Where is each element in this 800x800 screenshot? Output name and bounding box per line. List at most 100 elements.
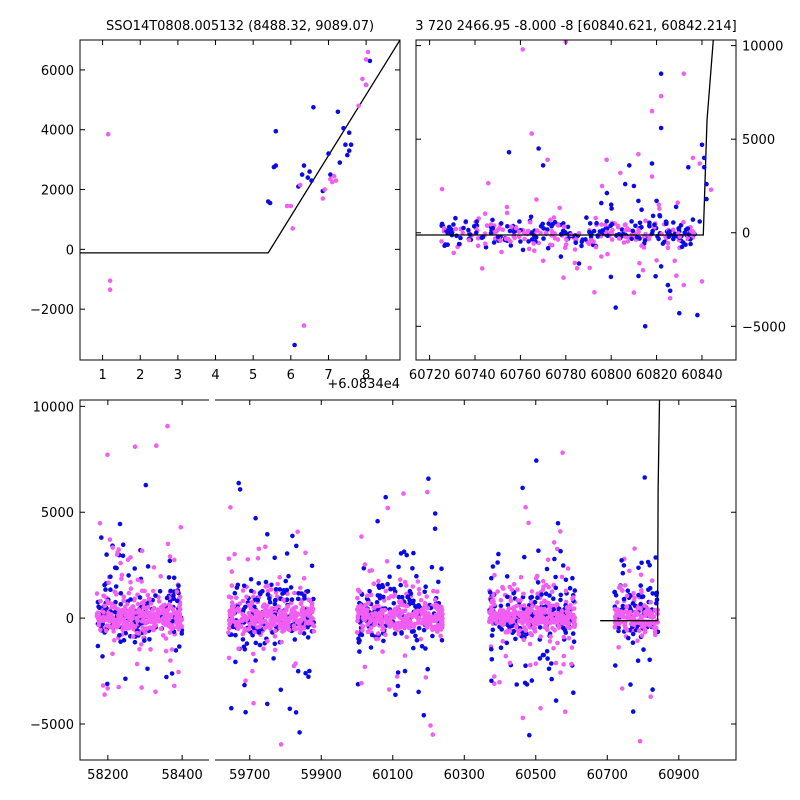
data-point (171, 575, 177, 581)
model-line (600, 400, 661, 622)
data-point (257, 620, 263, 625)
data-point (165, 541, 171, 547)
data-point (295, 529, 300, 535)
data-point (105, 131, 111, 137)
data-point (569, 661, 574, 667)
data-point (624, 604, 630, 610)
data-point (277, 587, 283, 592)
data-point (503, 653, 509, 659)
data-point (447, 228, 453, 234)
data-point (265, 532, 270, 537)
data-point (512, 609, 518, 614)
data-point (275, 581, 281, 587)
y-tick-label: 2000 (41, 184, 74, 199)
data-point (111, 629, 116, 634)
data-point (246, 614, 252, 620)
data-point (235, 626, 241, 631)
data-point (368, 625, 374, 630)
data-point (620, 614, 625, 620)
data-point (640, 620, 645, 626)
data-point (604, 218, 609, 224)
data-point (667, 288, 673, 294)
data-point (100, 683, 106, 688)
data-point (132, 566, 137, 571)
data-point (419, 644, 425, 649)
data-point (251, 621, 257, 627)
data-point (155, 615, 161, 621)
data-point (548, 634, 553, 639)
data-point (123, 630, 128, 636)
data-point (273, 163, 279, 168)
data-point (524, 609, 530, 614)
data-point (498, 221, 504, 226)
data-point (428, 616, 433, 621)
data-point (515, 587, 520, 592)
data-point (305, 175, 311, 180)
data-point (422, 609, 428, 615)
zoom-axes-frame (79, 39, 401, 361)
data-point (631, 591, 636, 596)
data-point (504, 204, 510, 210)
data-point (173, 648, 179, 653)
data-point (521, 603, 527, 608)
data-point (117, 521, 123, 527)
x-tick-label: 60900 (658, 768, 699, 783)
data-point (411, 550, 416, 556)
data-point (537, 656, 543, 661)
data-point (620, 570, 626, 576)
data-point (500, 638, 506, 644)
data-point (635, 638, 640, 643)
data-point (151, 627, 156, 633)
data-point (629, 219, 634, 224)
data-point (373, 636, 379, 642)
data-point (504, 617, 510, 623)
data-point (110, 545, 115, 550)
data-point (139, 610, 144, 615)
data-point (407, 621, 413, 627)
data-point (456, 241, 462, 247)
data-point (274, 594, 280, 600)
data-point (540, 163, 546, 168)
data-point (556, 223, 561, 228)
data-point (356, 610, 361, 615)
data-point (346, 130, 352, 135)
data-point (416, 591, 422, 597)
data-point (494, 611, 500, 617)
data-point (267, 596, 272, 601)
data-point (256, 546, 262, 552)
data-point (126, 590, 132, 596)
data-point (120, 542, 126, 547)
data-point (154, 443, 159, 449)
data-point (453, 226, 459, 232)
data-point (376, 613, 382, 619)
data-point (297, 730, 302, 735)
data-point (120, 553, 126, 559)
data-point (341, 125, 346, 131)
data-point (681, 282, 687, 288)
y-tick-label: −2000 (30, 303, 74, 318)
data-point (507, 660, 513, 666)
data-point (643, 218, 648, 224)
data-point (542, 606, 547, 612)
data-point (421, 627, 427, 633)
data-point (367, 589, 372, 594)
data-point (496, 551, 501, 557)
data-point (642, 603, 647, 608)
data-point (574, 266, 580, 271)
data-point (236, 480, 241, 486)
data-point (529, 230, 535, 236)
data-point (229, 569, 235, 574)
data-point (546, 666, 552, 672)
data-point (617, 621, 622, 626)
data-point (97, 521, 103, 526)
data-point (503, 613, 509, 618)
data-point (97, 605, 102, 611)
data-point (282, 624, 287, 630)
data-point (232, 551, 237, 557)
data-point (593, 215, 598, 221)
data-point (565, 224, 571, 230)
data-point (562, 709, 568, 714)
data-point (529, 131, 534, 136)
data-point (551, 215, 557, 220)
data-point (121, 598, 126, 603)
